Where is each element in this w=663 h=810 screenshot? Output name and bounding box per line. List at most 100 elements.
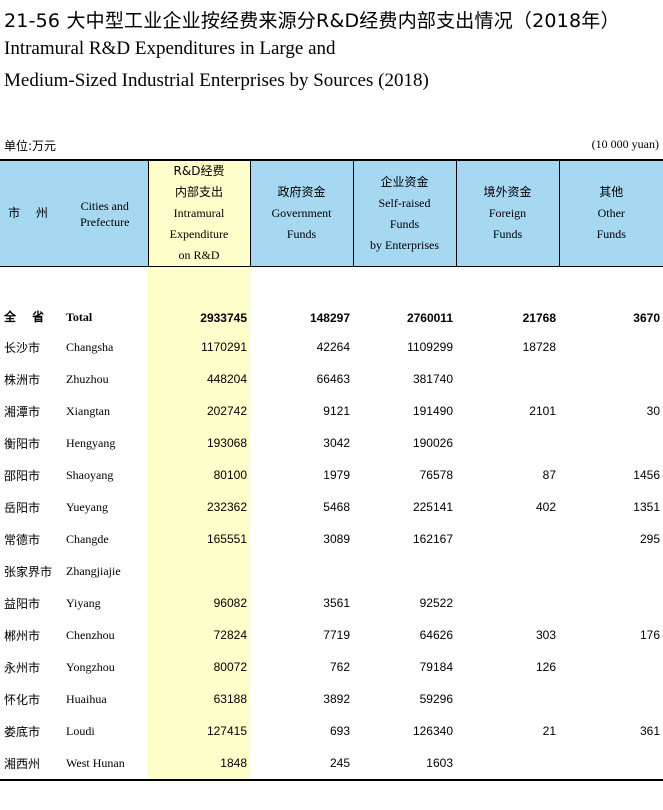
cell-other: 295 — [639, 532, 660, 546]
row-city-en: Hengyang — [66, 435, 116, 450]
header-other-funds: 其他 Other Funds — [558, 160, 663, 267]
cell-gov: 7719 — [323, 628, 350, 642]
table-title-chinese: 21-56 大中型工业企业按经费来源分R&D经费内部支出情况（2018年） — [4, 10, 620, 32]
cell-foreign: 303 — [535, 628, 556, 642]
cell-gov: 5468 — [323, 500, 350, 514]
cell-other — [559, 587, 663, 619]
header-city-en-line1: Cities and — [80, 198, 129, 213]
header-rd-line4: Expenditure — [169, 227, 229, 241]
cell-self: 190026 — [412, 436, 453, 450]
row-city-cn: 全 省 — [4, 310, 51, 324]
unit-label-chinese: 单位:万元 — [4, 139, 57, 153]
cell-rd: 202742 — [148, 395, 250, 427]
cell-foreign: 2101 — [529, 404, 556, 418]
cell-self: 76578 — [419, 468, 453, 482]
cell-gov: 693 — [329, 724, 350, 738]
cell-foreign: 21768 — [522, 311, 556, 325]
cell-rd: 1170291 — [148, 331, 250, 363]
header-rd-line3: Intramural — [173, 206, 225, 220]
cell-other — [559, 651, 663, 683]
row-city-cn: 常德市 — [4, 532, 41, 547]
table-row: 湘潭市 Xiangtan 202742 9121 191490 2101 30 — [0, 395, 663, 427]
cell-rd: 193068 — [148, 427, 250, 459]
cell-other — [559, 363, 663, 395]
row-city-en: Chenzhou — [66, 627, 115, 642]
cell-rd: 80100 — [148, 459, 250, 491]
cell-rd: 448204 — [148, 363, 250, 395]
cell-rd — [148, 555, 250, 587]
header-self-line4: by Enterprises — [370, 237, 439, 252]
cell-foreign: 18728 — [522, 340, 556, 354]
cell-foreign — [456, 555, 559, 587]
unit-label-english: (10 000 yuan) — [591, 137, 659, 151]
row-city-en: Yongzhou — [66, 659, 115, 674]
cell-other: 3670 — [633, 311, 660, 325]
cell-self: 162167 — [412, 532, 453, 546]
cell-rd: 165551 — [148, 523, 250, 555]
cell-self: 92522 — [419, 596, 453, 610]
header-gov-line3: Funds — [286, 227, 317, 241]
cell-foreign: 21 — [542, 724, 556, 738]
row-city-cn: 湘西州 — [4, 756, 41, 771]
cell-other: 176 — [639, 628, 660, 642]
cell-foreign — [456, 747, 559, 780]
cell-other — [559, 683, 663, 715]
table-row: 长沙市 Changsha 1170291 42264 1109299 18728 — [0, 331, 663, 363]
header-self-line2: Self-raised — [378, 195, 431, 210]
row-city-cn: 邵阳市 — [4, 468, 41, 483]
cell-other: 1456 — [633, 468, 660, 482]
row-city-cn: 湘潭市 — [4, 404, 41, 419]
header-gov-line2: Government — [271, 206, 332, 220]
cell-gov — [250, 555, 353, 587]
header-rd-line5: on R&D — [178, 248, 220, 262]
cell-self — [353, 555, 456, 587]
table-row: 邵阳市 Shaoyang 80100 1979 76578 87 1456 — [0, 459, 663, 491]
row-city-cn: 张家界市 — [4, 564, 53, 579]
cell-rd: 232362 — [148, 491, 250, 523]
cell-rd: 80072 — [148, 651, 250, 683]
cell-foreign — [456, 523, 559, 555]
cell-rd: 2933745 — [148, 266, 250, 331]
rd-expenditure-table: 市 州 Cities and Prefecture R&D经费 内部支出 Int… — [0, 159, 663, 781]
header-other-line1: 其他 — [599, 185, 624, 199]
cell-self: 191490 — [412, 404, 453, 418]
cell-self: 79184 — [419, 660, 453, 674]
cell-rd: 1848 — [148, 747, 250, 780]
header-foreign-line3: Funds — [492, 227, 523, 241]
row-city-en: Yiyang — [66, 595, 101, 610]
cell-other — [559, 331, 663, 363]
header-rd-line1: R&D经费 — [173, 164, 225, 178]
cell-other: 361 — [639, 724, 660, 738]
header-other-line3: Funds — [596, 227, 626, 241]
cell-other — [559, 555, 663, 587]
cell-gov: 3892 — [323, 692, 350, 706]
row-city-en: Loudi — [66, 723, 95, 738]
table-row: 怀化市 Huaihua 63188 3892 59296 — [0, 683, 663, 715]
header-self-raised-funds: 企业资金 Self-raised Funds by Enterprises — [352, 160, 456, 267]
cell-gov: 1979 — [323, 468, 350, 482]
cell-foreign: 126 — [535, 660, 556, 674]
header-foreign-funds: 境外资金 Foreign Funds — [455, 160, 559, 267]
table-row: 永州市 Yongzhou 80072 762 79184 126 — [0, 651, 663, 683]
cell-other: 30 — [646, 404, 660, 418]
row-city-en: Huaihua — [66, 691, 107, 706]
header-city-en: Cities and Prefecture — [62, 160, 148, 267]
cell-gov: 9121 — [323, 404, 350, 418]
cell-self: 126340 — [412, 724, 453, 738]
cell-self: 381740 — [412, 372, 453, 386]
cell-gov: 245 — [329, 756, 350, 770]
header-self-line3: Funds — [389, 216, 420, 231]
header-self-line1: 企业资金 — [380, 174, 429, 189]
table-row: 娄底市 Loudi 127415 693 126340 21 361 — [0, 715, 663, 747]
row-city-en: Total — [66, 310, 93, 324]
table-row: 张家界市 Zhangjiajie — [0, 555, 663, 587]
header-gov-line1: 政府资金 — [277, 185, 326, 199]
table-row: 衡阳市 Hengyang 193068 3042 190026 — [0, 427, 663, 459]
table-row: 株洲市 Zhuzhou 448204 66463 381740 — [0, 363, 663, 395]
row-city-cn: 株洲市 — [4, 372, 41, 387]
cell-self: 1603 — [426, 756, 453, 770]
cell-rd: 72824 — [148, 619, 250, 651]
header-rd-expenditure: R&D经费 内部支出 Intramural Expenditure on R&D — [147, 160, 250, 267]
row-city-en: Changde — [66, 531, 109, 546]
row-city-cn: 怀化市 — [4, 692, 41, 707]
